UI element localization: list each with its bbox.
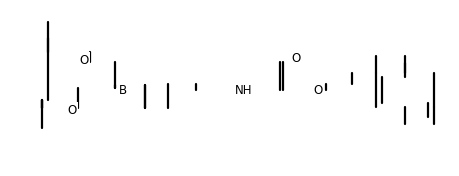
Text: O: O xyxy=(79,54,89,67)
Text: O: O xyxy=(291,52,300,64)
Text: O: O xyxy=(67,103,77,117)
Text: O: O xyxy=(313,83,322,96)
Text: NH: NH xyxy=(235,83,252,96)
Text: B: B xyxy=(119,83,127,96)
